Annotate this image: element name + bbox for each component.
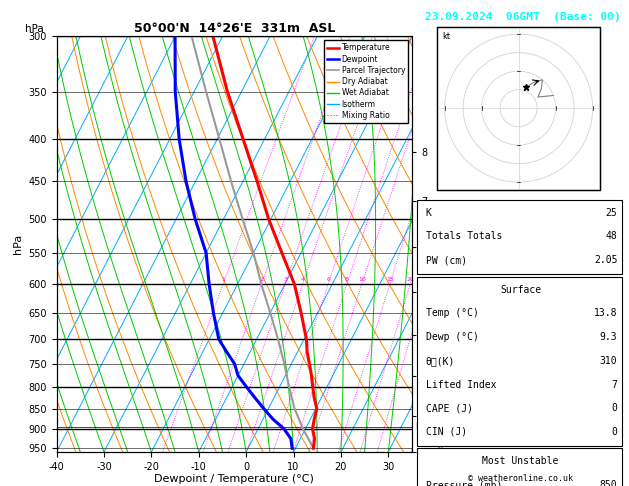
Text: 25: 25 xyxy=(606,208,618,218)
Text: hPa: hPa xyxy=(25,24,43,35)
Text: 20: 20 xyxy=(406,277,414,282)
Text: LCL: LCL xyxy=(416,422,431,432)
Text: Pressure (mb): Pressure (mb) xyxy=(426,480,502,486)
Text: 7: 7 xyxy=(611,380,618,390)
Text: Dewp (°C): Dewp (°C) xyxy=(426,332,479,342)
Text: PW (cm): PW (cm) xyxy=(426,255,467,265)
Bar xyxy=(417,200,621,274)
Text: 310: 310 xyxy=(600,356,618,366)
Y-axis label: km
ASL: km ASL xyxy=(438,244,457,266)
Legend: Temperature, Dewpoint, Parcel Trajectory, Dry Adiabat, Wet Adiabat, Isotherm, Mi: Temperature, Dewpoint, Parcel Trajectory… xyxy=(324,40,408,123)
Text: 10: 10 xyxy=(358,277,365,282)
Text: 0: 0 xyxy=(611,427,618,437)
Text: 15: 15 xyxy=(386,277,394,282)
Text: CAPE (J): CAPE (J) xyxy=(426,403,472,413)
Text: Temp (°C): Temp (°C) xyxy=(426,309,479,318)
Text: 23.09.2024  06GMT  (Base: 00): 23.09.2024 06GMT (Base: 00) xyxy=(425,12,620,22)
Bar xyxy=(417,277,621,446)
Bar xyxy=(417,449,621,486)
Text: 25: 25 xyxy=(423,277,430,282)
X-axis label: Dewpoint / Temperature (°C): Dewpoint / Temperature (°C) xyxy=(154,474,314,485)
Text: Most Unstable: Most Unstable xyxy=(482,456,559,467)
Text: 4: 4 xyxy=(301,277,304,282)
Text: © weatheronline.co.uk: © weatheronline.co.uk xyxy=(468,474,573,483)
Text: 48: 48 xyxy=(606,231,618,242)
Text: 6: 6 xyxy=(326,277,330,282)
Title: 50°00'N  14°26'E  331m  ASL: 50°00'N 14°26'E 331m ASL xyxy=(133,22,335,35)
Text: 0: 0 xyxy=(611,403,618,413)
Text: CIN (J): CIN (J) xyxy=(426,427,467,437)
Text: 13.8: 13.8 xyxy=(594,309,618,318)
Y-axis label: hPa: hPa xyxy=(13,234,23,254)
Text: K: K xyxy=(426,208,431,218)
Text: Surface: Surface xyxy=(500,285,541,295)
Text: 8: 8 xyxy=(345,277,349,282)
Text: Lifted Index: Lifted Index xyxy=(426,380,496,390)
Text: 2.05: 2.05 xyxy=(594,255,618,265)
Text: 9.3: 9.3 xyxy=(600,332,618,342)
Text: Totals Totals: Totals Totals xyxy=(426,231,502,242)
Text: 2: 2 xyxy=(259,277,264,282)
Text: 1: 1 xyxy=(221,277,225,282)
Text: kt: kt xyxy=(442,32,450,41)
Text: θᴇ(K): θᴇ(K) xyxy=(426,356,455,366)
Text: 850: 850 xyxy=(600,480,618,486)
Text: 3: 3 xyxy=(283,277,287,282)
